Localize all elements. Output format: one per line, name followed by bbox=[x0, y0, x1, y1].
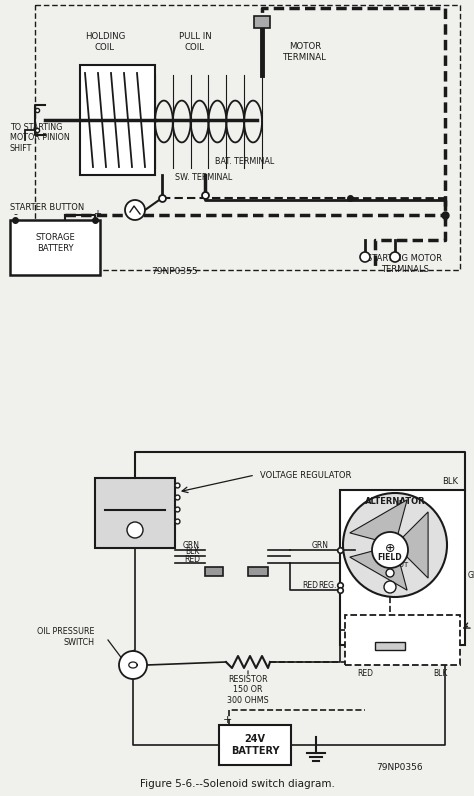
Text: MOTOR
TERMINAL: MOTOR TERMINAL bbox=[283, 42, 327, 62]
Bar bbox=[95, 478, 175, 548]
Polygon shape bbox=[350, 500, 407, 545]
Circle shape bbox=[343, 493, 447, 597]
Text: VOLTAGE REGULATOR: VOLTAGE REGULATOR bbox=[260, 470, 351, 479]
Text: BAT. TERMINAL: BAT. TERMINAL bbox=[215, 158, 274, 166]
Circle shape bbox=[386, 569, 394, 577]
Circle shape bbox=[372, 532, 408, 568]
Polygon shape bbox=[395, 512, 428, 578]
Bar bbox=[340, 490, 465, 645]
Text: Figure 5-6.--Solenoid switch diagram.: Figure 5-6.--Solenoid switch diagram. bbox=[139, 779, 335, 789]
Bar bbox=[80, 65, 155, 175]
Text: GND: GND bbox=[468, 571, 474, 579]
Text: BLK: BLK bbox=[433, 669, 447, 677]
Bar bbox=[254, 16, 270, 28]
Text: STORAGE
BATTERY: STORAGE BATTERY bbox=[35, 233, 75, 252]
Circle shape bbox=[390, 252, 400, 262]
Circle shape bbox=[127, 522, 143, 538]
Text: RED: RED bbox=[184, 555, 200, 564]
Text: SW. TERMINAL: SW. TERMINAL bbox=[175, 173, 232, 181]
Bar bbox=[375, 642, 405, 650]
Text: RESISTOR
150 OR
300 OHMS: RESISTOR 150 OR 300 OHMS bbox=[227, 675, 269, 705]
Text: GRN: GRN bbox=[311, 540, 328, 549]
Text: RED: RED bbox=[302, 580, 318, 590]
Text: FIELD: FIELD bbox=[378, 553, 402, 563]
Circle shape bbox=[384, 581, 396, 593]
Text: 24V
BATTERY: 24V BATTERY bbox=[231, 734, 279, 755]
Text: REG.: REG. bbox=[319, 580, 337, 590]
Text: 79NP0355: 79NP0355 bbox=[152, 267, 198, 276]
Text: VOLTAGE
PROTECTOR: VOLTAGE PROTECTOR bbox=[378, 630, 426, 650]
Text: GRN: GRN bbox=[183, 541, 200, 551]
Text: OUTPUT: OUTPUT bbox=[381, 562, 409, 568]
Bar bbox=[10, 220, 100, 275]
Text: 79NP0356: 79NP0356 bbox=[377, 763, 423, 772]
Text: STARTING MOTOR
TERMINALS: STARTING MOTOR TERMINALS bbox=[367, 254, 443, 274]
Bar bbox=[345, 615, 460, 665]
Text: STARTER BUTTON: STARTER BUTTON bbox=[10, 204, 84, 213]
Circle shape bbox=[360, 252, 370, 262]
Polygon shape bbox=[350, 545, 407, 590]
Circle shape bbox=[125, 200, 145, 220]
Text: RED: RED bbox=[357, 669, 373, 677]
Bar bbox=[248, 567, 268, 576]
Text: TO STARTING
MOTOR PINION
SHIFT: TO STARTING MOTOR PINION SHIFT bbox=[10, 123, 70, 153]
Bar bbox=[205, 567, 223, 576]
Text: +: + bbox=[93, 209, 101, 219]
Text: -: - bbox=[13, 209, 17, 219]
Text: ALTERNATOR: ALTERNATOR bbox=[365, 498, 425, 506]
Text: HOLDING
COIL: HOLDING COIL bbox=[85, 33, 125, 52]
Text: +: + bbox=[222, 715, 232, 725]
Circle shape bbox=[119, 651, 147, 679]
Text: +: + bbox=[395, 498, 405, 512]
Bar bbox=[219, 725, 291, 765]
Text: ⊕: ⊕ bbox=[385, 543, 395, 556]
Text: PULL IN
COIL: PULL IN COIL bbox=[179, 33, 211, 52]
Text: BLK: BLK bbox=[442, 478, 458, 486]
Text: BLK: BLK bbox=[186, 548, 200, 556]
Text: OIL PRESSURE
SWITCH: OIL PRESSURE SWITCH bbox=[37, 627, 95, 646]
